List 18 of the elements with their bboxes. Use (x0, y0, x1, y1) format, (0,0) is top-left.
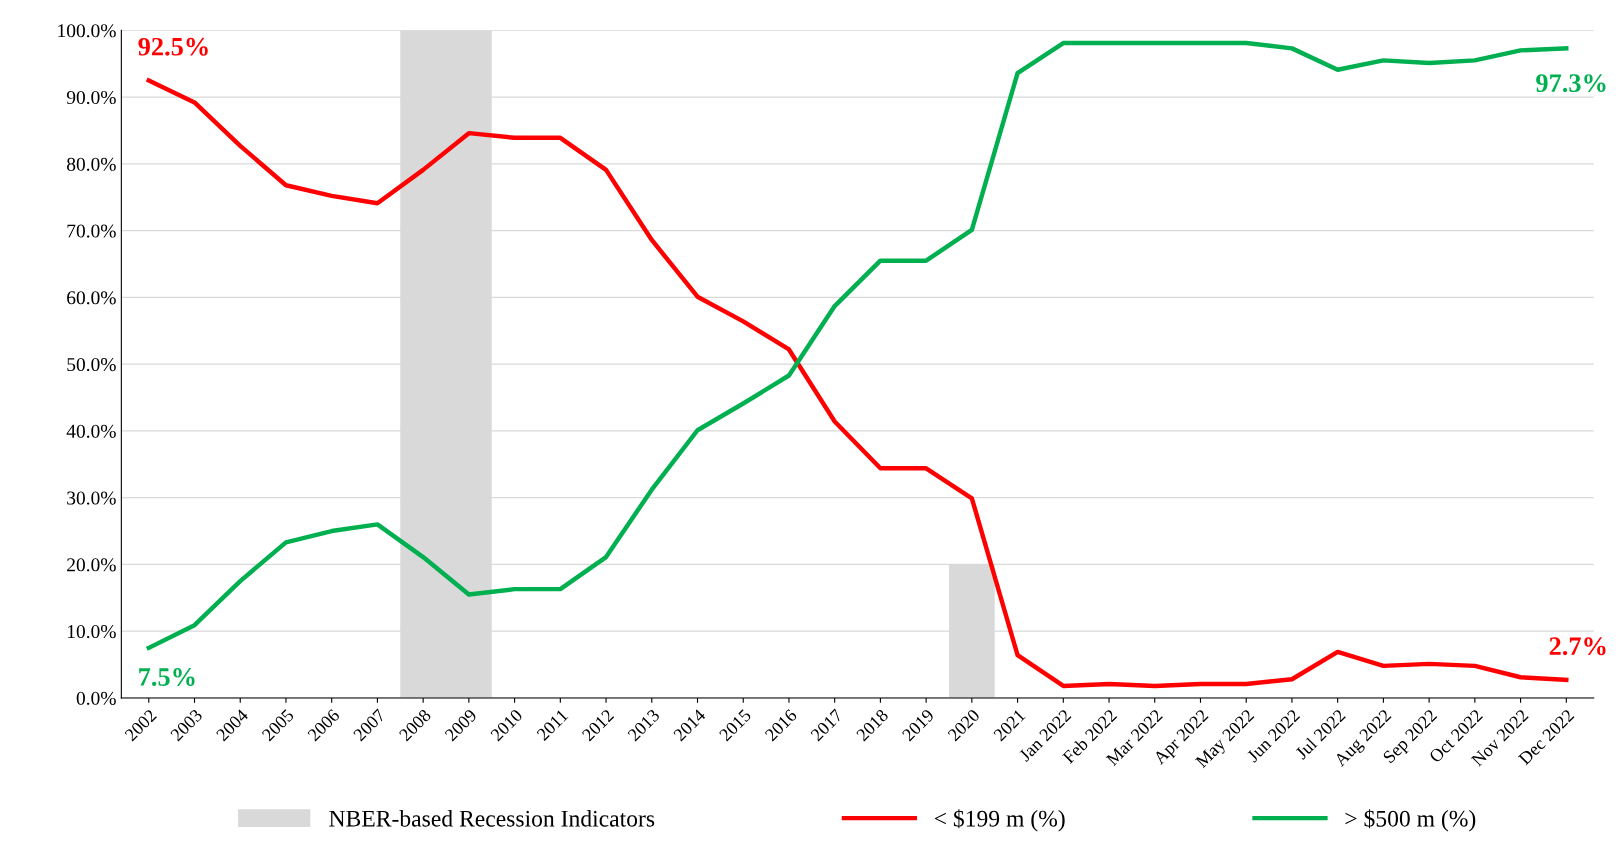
y-tick-label: 0.0% (76, 691, 116, 705)
y-tick-label: 80.0% (67, 157, 116, 171)
y-tick-label: 50.0% (67, 357, 116, 372)
annotation: 7.5% (139, 668, 195, 686)
annotation: 92.5% (138, 37, 208, 56)
y-tick-label: 10.0% (67, 624, 116, 639)
y-tick-label: 90.0% (66, 90, 116, 105)
y-tick-label: 40.0% (66, 424, 116, 438)
y-tick-label: 60.0% (67, 291, 116, 305)
legend-label: < $199 m (%) (934, 809, 1065, 832)
y-tick-label: 20.0% (67, 558, 116, 572)
y-tick-label: 70.0% (67, 224, 116, 238)
y-tick-label: 30.0% (67, 491, 116, 505)
annotation: 97.3% (1536, 74, 1606, 93)
annotation: 2.7% (1549, 637, 1606, 656)
legend-label: > $500 m (%) (1345, 809, 1476, 832)
y-tick-label: 100.0% (58, 24, 116, 38)
legend-label: NBER-based Recession Indicators (329, 810, 655, 827)
